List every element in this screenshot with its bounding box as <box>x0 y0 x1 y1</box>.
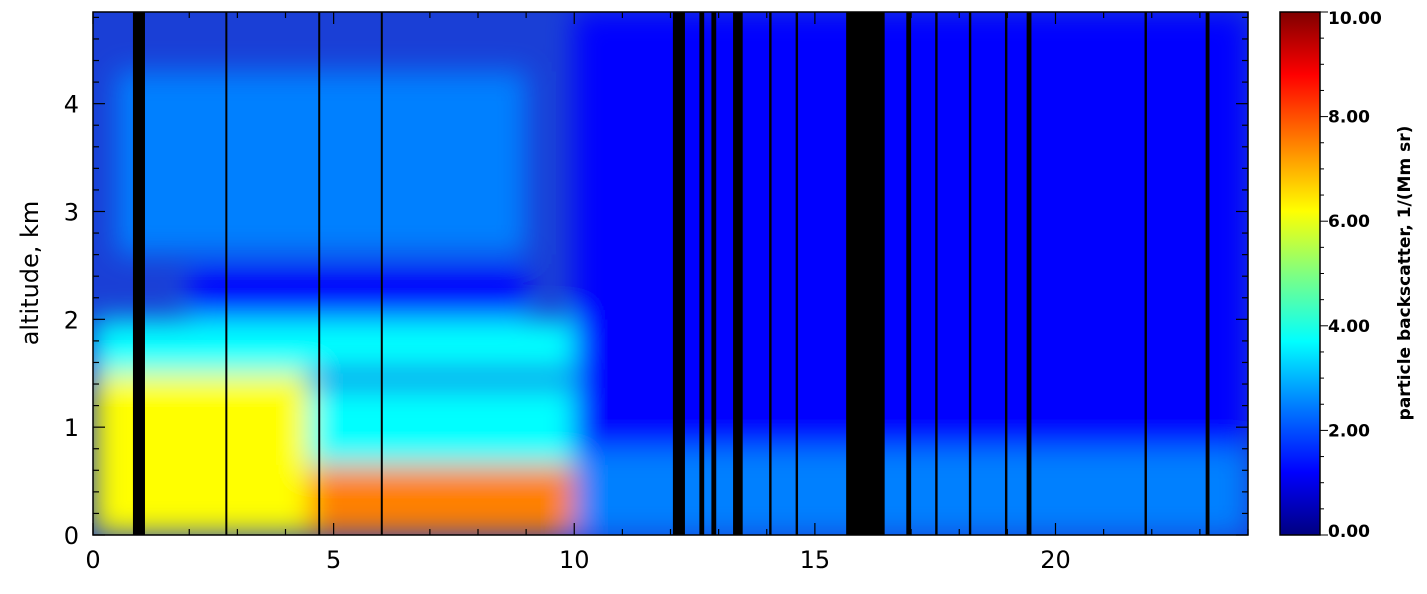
missing-band-10 <box>846 12 885 535</box>
missing-band-6 <box>711 12 717 535</box>
heat-region-5 <box>189 265 527 320</box>
colorbar <box>1279 11 1321 536</box>
missing-band-7 <box>733 12 743 535</box>
missing-band-0 <box>132 12 145 535</box>
x-tick-label: 10 <box>559 546 590 574</box>
y-tick-label: 4 <box>64 91 79 119</box>
missing-band-13 <box>968 12 972 535</box>
missing-band-16 <box>1144 12 1147 535</box>
colorbar-tick-label: 4.00 <box>1328 317 1370 337</box>
x-tick-label: 5 <box>326 546 341 574</box>
missing-band-9 <box>795 12 799 535</box>
heat-region-4 <box>117 71 527 255</box>
missing-band-14 <box>1004 12 1008 535</box>
missing-band-15 <box>1026 12 1032 535</box>
heat-region-1 <box>93 373 310 535</box>
heatmap-field <box>93 12 1248 535</box>
missing-band-8 <box>769 12 772 535</box>
x-tick-label: 15 <box>800 546 831 574</box>
missing-band-17 <box>1205 12 1210 535</box>
colorbar-tick-label: 6.00 <box>1328 212 1370 232</box>
heat-region-2 <box>309 384 575 465</box>
colorbar-label: particle backscatter, 1/(Mm sr) <box>1395 126 1415 421</box>
missing-band-5 <box>699 12 705 535</box>
y-tick-label: 0 <box>64 522 79 550</box>
missing-band-1 <box>225 12 228 535</box>
colorbar-tick-label: 10.00 <box>1328 9 1382 29</box>
colorbar-tick-label: 8.00 <box>1328 108 1370 128</box>
x-tick-label: 20 <box>1040 546 1071 574</box>
missing-band-3 <box>380 12 383 535</box>
colorbar-tick-label: 0.00 <box>1328 522 1370 542</box>
y-axis: 0 1 2 3 4 <box>64 16 1248 550</box>
heat-region-3 <box>93 319 575 374</box>
missing-band-11 <box>906 12 912 535</box>
missing-band-12 <box>935 12 938 535</box>
y-tick-label: 1 <box>64 414 79 442</box>
y-tick-label: 2 <box>64 306 79 334</box>
y-tick-label: 3 <box>64 198 79 226</box>
y-axis-label: altitude, km <box>16 201 44 346</box>
colorbar-tick-label: 2.00 <box>1328 421 1370 441</box>
missing-band-4 <box>672 12 685 535</box>
x-tick-label: 0 <box>85 546 100 574</box>
missing-band-2 <box>318 12 321 535</box>
colorbar-ticks: 0.00 2.00 4.00 6.00 8.00 10.00 <box>1320 9 1382 542</box>
missing-data-layer <box>132 12 1210 535</box>
